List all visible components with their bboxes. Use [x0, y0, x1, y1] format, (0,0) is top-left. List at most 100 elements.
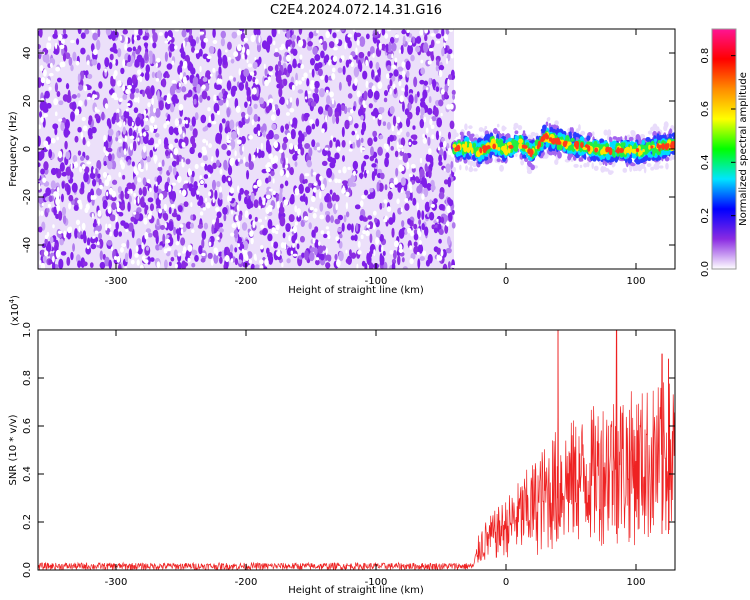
noise-gap	[316, 146, 321, 151]
noise-gap	[181, 161, 185, 168]
noise-gap	[228, 177, 231, 182]
noise-blob	[254, 264, 261, 269]
noise-gap	[158, 162, 162, 168]
noise-blob	[404, 203, 410, 211]
snr-frame	[37, 329, 676, 571]
noise-blob	[118, 211, 124, 217]
noise-gap	[81, 163, 86, 170]
noise-blob	[371, 163, 377, 168]
signal-blob	[653, 138, 658, 143]
snr-chart: -300 -200 -100 0 100 0.00.20.40.60.81.0 Heig…	[8, 295, 676, 596]
noise-blob	[359, 214, 364, 221]
noise-gap	[133, 126, 137, 131]
signal-blob	[518, 143, 523, 150]
noise-gap	[338, 169, 342, 174]
noise-blob	[229, 251, 233, 260]
noise-blob	[189, 146, 195, 155]
noise-gap	[239, 30, 243, 35]
noise-gap	[204, 197, 208, 203]
noise-gap	[437, 146, 441, 151]
noise-blob	[84, 166, 90, 174]
noise-gap	[217, 78, 223, 84]
noise-blob	[142, 186, 147, 197]
noise-blob	[417, 209, 421, 220]
signal-blob	[661, 142, 665, 151]
noise-blob	[292, 58, 297, 69]
noise-blob	[315, 142, 320, 148]
noise-blob	[415, 106, 421, 114]
signal-blob	[591, 131, 595, 137]
noise-blob	[80, 47, 86, 55]
noise-gap	[366, 224, 371, 228]
noise-blob	[169, 43, 176, 52]
noise-gap	[212, 39, 218, 44]
noise-gap	[408, 141, 412, 146]
colorbar-tick-label: 0.0	[700, 261, 711, 277]
noise-gap	[318, 191, 322, 199]
noise-blob	[132, 46, 137, 52]
noise-gap	[319, 175, 323, 181]
noise-gap	[361, 194, 366, 200]
noise-blob	[285, 222, 291, 233]
noise-blob	[215, 216, 220, 226]
noise-blob	[253, 113, 259, 122]
noise-blob	[192, 76, 199, 85]
snr-y-tick-label: 0.2	[22, 514, 33, 530]
noise-gap	[347, 33, 353, 38]
noise-blob	[337, 227, 342, 232]
noise-blob	[438, 191, 445, 200]
noise-blob	[212, 29, 216, 38]
noise-blob	[415, 45, 421, 53]
snr-x-axis-label: Height of straight line (km)	[288, 585, 424, 596]
noise-gap	[254, 256, 257, 262]
noise-blob	[66, 184, 71, 196]
signal-blob	[637, 150, 643, 156]
noise-blob	[297, 89, 304, 94]
noise-blob	[323, 233, 328, 239]
snr-x-tick-label: -200	[235, 577, 258, 588]
noise-gap	[164, 222, 167, 229]
noise-gap	[68, 202, 72, 210]
noise-gap	[384, 33, 389, 39]
noise-blob	[60, 117, 67, 124]
noise-blob	[452, 94, 456, 100]
noise-gap	[208, 174, 211, 178]
noise-blob	[267, 233, 273, 242]
noise-blob	[305, 125, 312, 135]
signal-blob	[664, 134, 667, 141]
noise-blob	[46, 102, 52, 109]
noise-blob	[284, 180, 289, 187]
noise-blob	[410, 134, 417, 140]
noise-gap	[211, 120, 217, 125]
signal-blob	[614, 156, 618, 163]
signal-blob	[482, 146, 487, 154]
noise-blob	[115, 131, 119, 138]
noise-blob	[43, 161, 49, 171]
noise-blob	[210, 113, 215, 122]
noise-blob	[448, 212, 453, 221]
signal-blob	[521, 154, 528, 159]
noise-blob	[447, 235, 451, 246]
noise-blob	[304, 186, 311, 194]
noise-blob	[404, 228, 408, 235]
noise-blob	[149, 53, 153, 65]
noise-blob	[419, 118, 425, 129]
noise-gap	[316, 29, 319, 34]
noise-blob	[332, 192, 337, 201]
noise-blob	[357, 108, 364, 117]
noise-blob	[304, 250, 309, 261]
noise-gap	[157, 138, 162, 145]
noise-blob	[347, 77, 352, 87]
noise-gap	[319, 214, 325, 220]
snr-x-tick-label: 0	[503, 577, 509, 588]
noise-gap	[290, 250, 294, 255]
signal-blob	[467, 159, 471, 165]
noise-blob	[77, 260, 82, 268]
noise-blob	[332, 32, 337, 39]
noise-blob	[284, 123, 290, 131]
signal-blob	[578, 124, 581, 131]
noise-blob	[184, 122, 190, 129]
noise-gap	[301, 76, 305, 81]
signal-blob	[528, 148, 534, 156]
noise-gap	[398, 144, 404, 148]
